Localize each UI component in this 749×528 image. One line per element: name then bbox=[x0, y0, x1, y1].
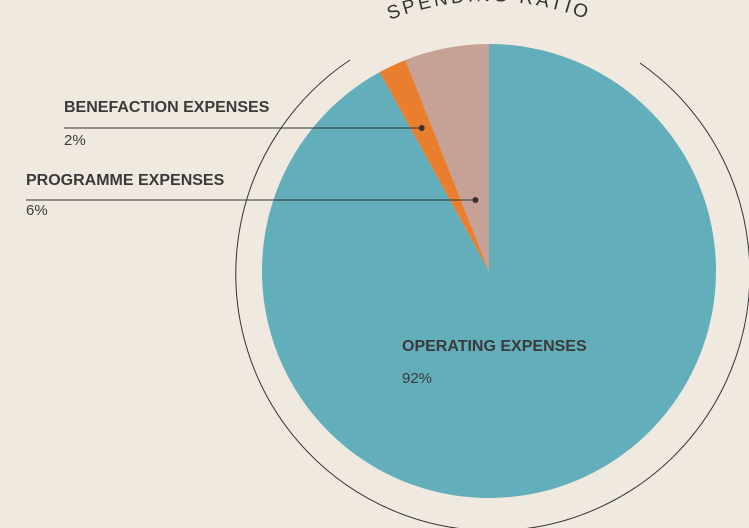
category-label: BENEFACTION EXPENSES bbox=[64, 99, 270, 116]
leader-dot bbox=[472, 197, 479, 203]
leader-dot bbox=[418, 125, 425, 131]
value-label: 2% bbox=[64, 132, 86, 149]
value-label: 6% bbox=[26, 202, 48, 219]
value-label: 92% bbox=[402, 370, 432, 387]
pie-slice bbox=[405, 44, 489, 271]
category-label: OPERATING EXPENSES bbox=[402, 338, 587, 355]
pie-slice bbox=[379, 59, 489, 272]
category-label: PROGRAMME EXPENSES bbox=[26, 172, 225, 189]
outer-ring bbox=[235, 59, 749, 528]
